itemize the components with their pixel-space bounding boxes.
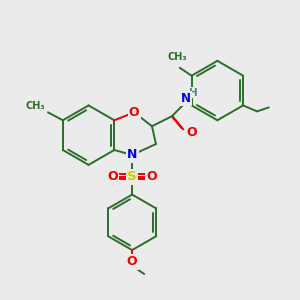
- Text: H: H: [189, 88, 198, 98]
- Text: O: O: [147, 170, 157, 183]
- Text: N: N: [127, 148, 137, 161]
- Text: S: S: [127, 170, 137, 183]
- Text: O: O: [129, 106, 140, 119]
- Text: N: N: [181, 92, 190, 105]
- Text: CH₃: CH₃: [26, 101, 45, 111]
- Text: O: O: [127, 256, 137, 268]
- Text: CH₃: CH₃: [168, 52, 188, 62]
- Text: O: O: [187, 126, 197, 139]
- Text: O: O: [107, 170, 118, 183]
